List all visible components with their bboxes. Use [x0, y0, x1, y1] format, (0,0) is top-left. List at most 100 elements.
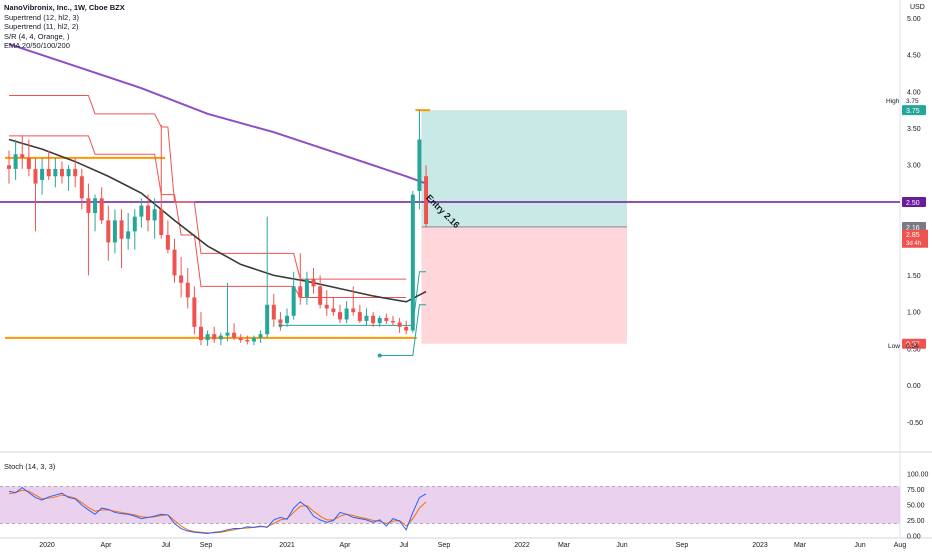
symbol-title[interactable]: NanoVibronix, Inc., 1W, Cboe BZX [4, 3, 125, 12]
target-price-value: 3.75 [906, 108, 920, 115]
price-tick-label: 1.00 [907, 310, 921, 317]
last-price-value: 2.85 [906, 232, 920, 239]
stoch-tick-label: 75.00 [907, 487, 925, 494]
candle-body [238, 337, 243, 341]
time-tick-label: Jun [854, 542, 865, 549]
indicator-supertrend-2[interactable]: Supertrend (11, hl2, 2) [4, 22, 79, 31]
ema-50-line [8, 138, 427, 303]
indicator-sr[interactable]: S/R (4, 4, Orange, ) [4, 31, 70, 41]
stop-price-value: 0.57 [906, 342, 920, 349]
candle-body [20, 154, 25, 158]
price-tick-label: 5.00 [907, 16, 921, 23]
time-tick-label: Apr [101, 542, 113, 549]
candle-body [265, 304, 270, 335]
supertrend-dot [377, 353, 382, 358]
candle-body [179, 275, 184, 283]
candle-body [291, 286, 296, 316]
time-tick-label: Jun [616, 542, 627, 549]
candle-body [79, 176, 84, 199]
candle-body [165, 235, 170, 250]
candle-body [13, 154, 18, 169]
candle-body [106, 220, 111, 243]
candle-body [384, 318, 389, 321]
candle-body [364, 315, 369, 321]
time-tick-label: 2022 [514, 542, 530, 549]
last-price-badge [902, 229, 928, 248]
time-tick-label: Sep [676, 542, 689, 549]
indicator-ema[interactable]: EMA 20/50/100/200 [4, 41, 70, 50]
candle-body [390, 320, 395, 323]
low-label: Low [888, 343, 900, 350]
candle-body [424, 176, 429, 224]
candle-body [93, 198, 98, 213]
candle-body [198, 326, 203, 341]
candle-body [278, 319, 283, 324]
candle-body [40, 168, 45, 180]
candle-body [185, 282, 190, 298]
stoch-tick-label: 50.00 [907, 503, 925, 510]
price-tick-label: 3.00 [907, 163, 921, 170]
price-tick-label: -0.50 [907, 420, 923, 427]
loss-zone [421, 226, 627, 344]
high-value: 3.75 [906, 98, 919, 105]
candle-body [7, 165, 11, 169]
candle-body [59, 168, 64, 177]
chart-legend: NanoVibronix, Inc., 1W, Cboe BZX Supertr… [4, 3, 125, 51]
entry-price-value: 2.16 [906, 225, 920, 232]
time-tick-label: Mar [794, 542, 807, 549]
candle-body [285, 315, 290, 324]
time-tick-label: Jul [400, 542, 409, 549]
supertrend-green-line [379, 304, 427, 356]
ema-200-line [8, 43, 427, 185]
candle-body [66, 168, 71, 177]
candle-body [172, 249, 177, 276]
candle-body [46, 168, 51, 177]
candle-body [245, 340, 250, 342]
candle-body [344, 308, 349, 320]
time-tick-label: 2021 [279, 542, 295, 549]
hline-price-badge [902, 196, 926, 207]
profit-zone [421, 110, 627, 227]
candle-body [159, 209, 164, 236]
candle-body [192, 297, 197, 327]
candle-body [351, 308, 356, 313]
candle-body [33, 168, 38, 184]
time-tick-label: 2023 [752, 542, 768, 549]
supertrend-green-line [280, 271, 427, 326]
candle-body [112, 220, 117, 243]
stoch-d-line [8, 489, 427, 534]
indicator-supertrend-1[interactable]: Supertrend (12, hl2, 3) [4, 12, 80, 22]
candle-body [86, 198, 91, 213]
time-tick-label: Jul [162, 542, 171, 549]
candle-body [298, 286, 303, 298]
target-price-badge [902, 105, 926, 116]
countdown-value: 3d 4h [906, 241, 921, 247]
stoch-tick-label: 25.00 [907, 518, 925, 525]
candle-body [417, 139, 422, 191]
supertrend-red-line [9, 94, 407, 280]
stoch-band [0, 486, 900, 524]
candle-body [139, 205, 144, 217]
price-tick-label: 4.00 [907, 89, 921, 96]
stoch-k-line [8, 487, 427, 535]
candle-body [119, 220, 124, 239]
low-value: 0.54 [906, 343, 919, 350]
price-tick-label: 4.50 [907, 53, 921, 60]
stop-price-badge [902, 338, 926, 349]
candle-body [99, 198, 104, 221]
candle-body [324, 304, 329, 309]
time-tick-label: Sep [200, 542, 213, 549]
candle-body [397, 322, 402, 327]
time-tick-label: Apr [340, 542, 352, 549]
candle-body [357, 312, 362, 321]
candle-body [251, 337, 256, 342]
stoch-tick-label: 100.00 [907, 472, 929, 479]
supertrend-red-line [9, 135, 407, 298]
stoch-legend[interactable]: Stoch (14, 3, 3) [4, 462, 56, 471]
candle-body [331, 308, 336, 313]
high-label: High [886, 98, 900, 105]
candle-body [73, 168, 78, 177]
price-tick-label: 0.50 [907, 346, 921, 353]
